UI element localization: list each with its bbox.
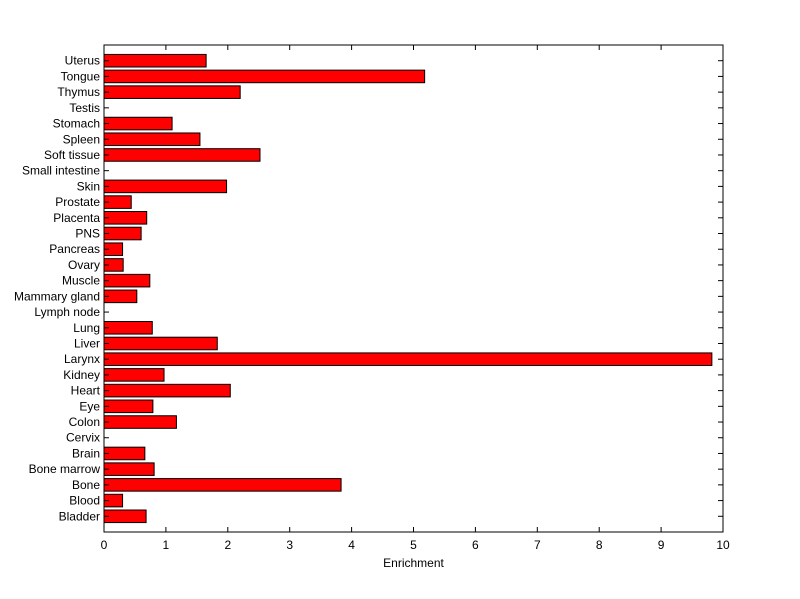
category-label: Placenta	[53, 211, 100, 225]
bar	[103, 69, 426, 84]
category-label: Muscle	[62, 274, 100, 288]
x-tick-label: 6	[472, 538, 479, 552]
category-label: Cervix	[66, 431, 100, 445]
category-label: Bladder	[59, 509, 100, 523]
bar	[103, 415, 177, 429]
x-tick-label: 9	[658, 538, 665, 552]
ticks-layer	[103, 45, 724, 532]
bar	[103, 116, 173, 131]
bar	[103, 179, 228, 194]
category-label: Kidney	[63, 368, 100, 382]
category-label: Ovary	[68, 258, 100, 272]
plot-frame	[103, 44, 724, 533]
category-label: Prostate	[55, 195, 100, 209]
x-tick-label: 1	[163, 538, 170, 552]
bar	[103, 509, 147, 524]
bar	[103, 320, 153, 335]
category-label: Thymus	[57, 85, 100, 99]
x-tick-labels: 0 1 2 3 4 5 6 7 8 9 10	[101, 538, 730, 552]
category-label: Bone	[72, 478, 100, 492]
category-label: Soft tissue	[44, 148, 100, 162]
x-tick-label: 2	[224, 538, 231, 552]
category-label: Eye	[79, 399, 100, 413]
x-tick-label: 4	[348, 538, 355, 552]
bar	[103, 211, 148, 225]
category-label: Lung	[73, 321, 100, 335]
category-label: Small intestine	[22, 164, 100, 178]
category-label: Pancreas	[49, 242, 100, 256]
category-label: Mammary gland	[14, 289, 100, 303]
category-label: Lymph node	[34, 305, 100, 319]
x-tick-label: 7	[534, 538, 541, 552]
bar	[103, 148, 261, 162]
category-label: Stomach	[53, 117, 100, 131]
category-label: Testis	[69, 101, 100, 115]
category-label: Uterus	[65, 54, 100, 68]
bar	[103, 462, 155, 476]
category-label: Blood	[69, 494, 100, 508]
bar	[103, 368, 165, 382]
x-tick-label: 10	[716, 538, 730, 552]
category-label: Larynx	[64, 352, 100, 366]
x-tick-label: 5	[410, 538, 417, 552]
bar	[103, 85, 241, 99]
category-label: Liver	[74, 336, 100, 350]
category-label: Heart	[71, 384, 101, 398]
bar	[103, 53, 207, 68]
bar	[103, 383, 231, 398]
category-label: Brain	[72, 446, 100, 460]
category-label: Skin	[77, 179, 100, 193]
category-label: Spleen	[63, 132, 100, 146]
bar	[103, 132, 201, 147]
bar	[103, 478, 342, 492]
bar	[103, 273, 151, 288]
x-tick-label: 8	[596, 538, 603, 552]
bars-layer	[103, 53, 713, 524]
bar	[103, 336, 218, 351]
x-tick-label: 0	[101, 538, 108, 552]
bar	[103, 352, 713, 366]
category-label: Colon	[69, 415, 100, 429]
bar	[103, 399, 154, 414]
x-axis-label: Enrichment	[383, 556, 444, 570]
category-label: Tongue	[61, 69, 101, 83]
bar	[103, 226, 142, 241]
x-tick-label: 3	[286, 538, 293, 552]
category-label: PNS	[75, 227, 100, 241]
category-label: Bone marrow	[29, 462, 101, 476]
bar	[103, 446, 146, 461]
